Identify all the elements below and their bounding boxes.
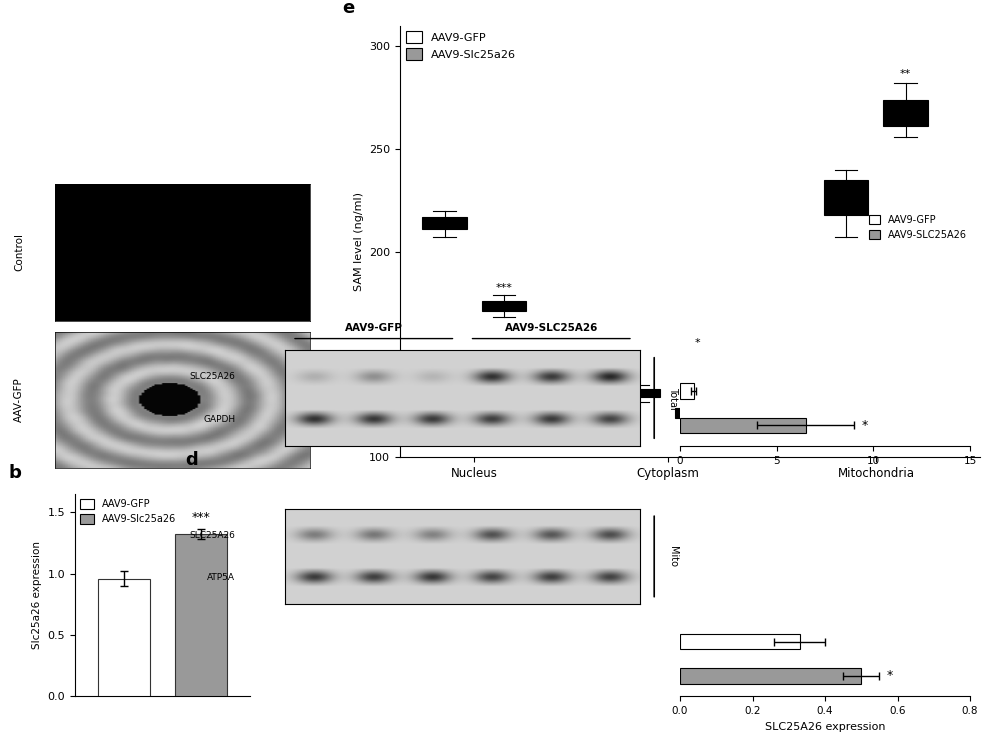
Text: AAV9-SLC25A26: AAV9-SLC25A26	[505, 323, 598, 333]
PathPatch shape	[482, 301, 526, 311]
Text: SLC25A26: SLC25A26	[189, 372, 235, 382]
PathPatch shape	[824, 180, 868, 214]
PathPatch shape	[422, 217, 467, 229]
Bar	[680, 383, 694, 399]
Text: e: e	[342, 0, 354, 17]
Bar	[680, 634, 800, 649]
Bar	[98, 579, 150, 696]
Text: *: *	[862, 419, 868, 432]
Text: *: *	[887, 669, 893, 682]
Text: AAV9-GFP: AAV9-GFP	[345, 323, 403, 333]
Text: d: d	[186, 452, 198, 469]
X-axis label: SLC25A26 expression: SLC25A26 expression	[765, 722, 885, 732]
Text: GAPDH: GAPDH	[203, 414, 235, 424]
Text: SLC25A26: SLC25A26	[189, 531, 235, 540]
Text: c: c	[186, 293, 196, 311]
Text: Total: Total	[668, 387, 678, 409]
PathPatch shape	[616, 389, 660, 397]
Text: ***: ***	[192, 511, 210, 525]
Bar	[680, 418, 806, 433]
Text: **: **	[900, 69, 911, 79]
Text: Mito: Mito	[668, 546, 678, 567]
Text: AAV-GFP: AAV-GFP	[14, 377, 24, 422]
Y-axis label: Slc25a26 expression: Slc25a26 expression	[32, 541, 42, 649]
Text: ***: ***	[496, 283, 513, 293]
Text: *: *	[695, 338, 700, 348]
Legend: AAV9-GFP, AAV9-Slc25a26: AAV9-GFP, AAV9-Slc25a26	[80, 499, 176, 524]
Text: Control: Control	[14, 234, 24, 271]
Legend: AAV9-GFP, AAV9-Slc25a26: AAV9-GFP, AAV9-Slc25a26	[406, 32, 516, 60]
Legend: AAV9-GFP, AAV9-SLC25A26: AAV9-GFP, AAV9-SLC25A26	[865, 212, 971, 244]
Bar	[680, 668, 861, 684]
PathPatch shape	[675, 408, 720, 418]
Text: b: b	[8, 464, 21, 481]
Text: ATP5A: ATP5A	[207, 573, 235, 582]
Y-axis label: SAM level (ng/ml): SAM level (ng/ml)	[354, 192, 364, 291]
Bar	[175, 534, 227, 696]
PathPatch shape	[883, 99, 928, 127]
